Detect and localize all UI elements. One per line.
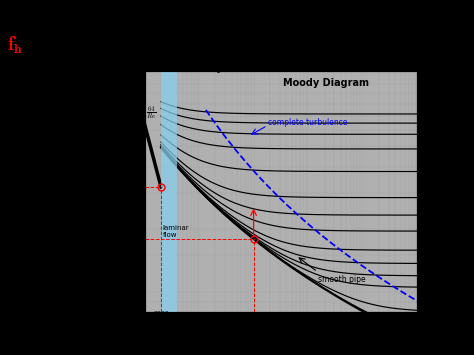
Text: complete turbulence: complete turbulence (267, 118, 347, 127)
Text: (laminar flow): (laminar flow) (7, 193, 91, 203)
Text: transition region: transition region (169, 64, 233, 73)
Y-axis label: Relative Pipe Roughness: Relative Pipe Roughness (443, 149, 449, 234)
Text: Purpose: to find f (friction factor) for turbulent flow: Purpose: to find f (friction factor) for… (132, 26, 380, 34)
Text: Moody Diagram: Moody Diagram (283, 77, 369, 88)
Bar (161, 71, 177, 312)
Text: $Re = \dfrac{\rho v D}{\mu}$: $Re = \dfrac{\rho v D}{\mu}$ (7, 237, 73, 270)
Text: $= \dfrac{fLv^2}{2Dg}$: $= \dfrac{fLv^2}{2Dg}$ (41, 34, 88, 69)
Y-axis label: Friction Factor: Friction Factor (103, 162, 112, 221)
Text: $D$: $D$ (426, 43, 438, 56)
Text: where:: where: (7, 100, 50, 110)
Text: laminar
flow: laminar flow (163, 225, 189, 238)
X-axis label: Reynold's Number = ρvD/μ: Reynold's Number = ρvD/μ (224, 335, 338, 345)
Text: smooth pipe: smooth pipe (318, 275, 365, 284)
Text: friction
factor: friction factor (46, 112, 91, 134)
Text: $\varepsilon$: $\varepsilon$ (428, 28, 436, 41)
Text: $\mathbf{f}$ =: $\mathbf{f}$ = (7, 119, 27, 132)
Text: $\frac{64}{Re}$: $\frac{64}{Re}$ (146, 105, 156, 122)
Text: Moody Diagram: Moody Diagram (194, 12, 318, 26)
Text: $= \dfrac{64}{Re}$: $= \dfrac{64}{Re}$ (7, 156, 45, 187)
Text: 2000: 2000 (153, 311, 169, 316)
Text: $\mathbf{f_h}$: $\mathbf{f_h}$ (7, 34, 24, 56)
